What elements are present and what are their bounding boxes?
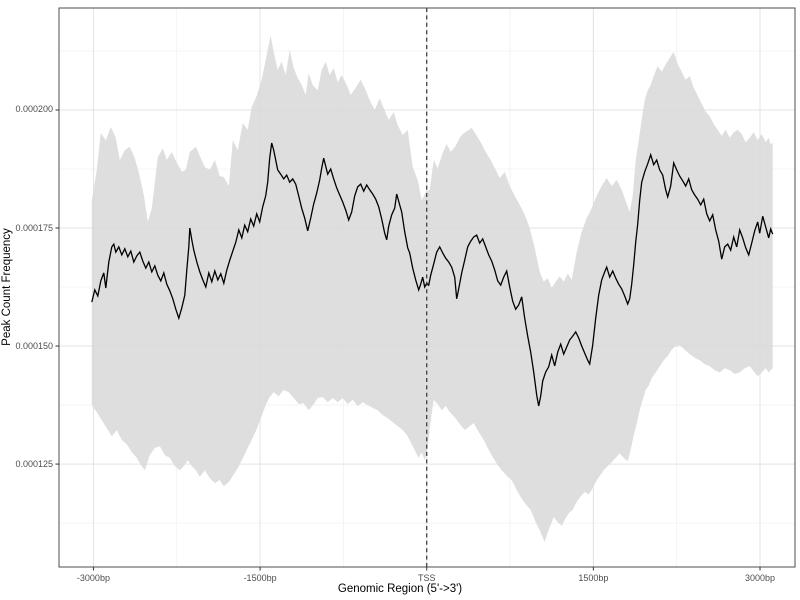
x-tick-label: -1500bp bbox=[243, 573, 277, 583]
y-tick-label: 0.000175 bbox=[15, 222, 53, 233]
y-axis-title: Peak Count Frequency bbox=[1, 228, 13, 346]
x-axis-title: Genomic Region (5'->3') bbox=[337, 583, 463, 595]
x-tick-label: TSS bbox=[417, 573, 436, 583]
confidence-interval-band bbox=[91, 35, 773, 543]
y-tick-label: 0.000150 bbox=[15, 340, 53, 351]
x-tick-label: -3000bp bbox=[76, 573, 110, 583]
x-tick-label: 1500bp bbox=[578, 573, 609, 583]
y-tick-label: 0.000125 bbox=[15, 458, 53, 469]
mean-frequency-line bbox=[91, 142, 774, 407]
x-tick-label: 3000bp bbox=[744, 573, 776, 583]
y-tick-label: 0.000200 bbox=[15, 104, 53, 115]
